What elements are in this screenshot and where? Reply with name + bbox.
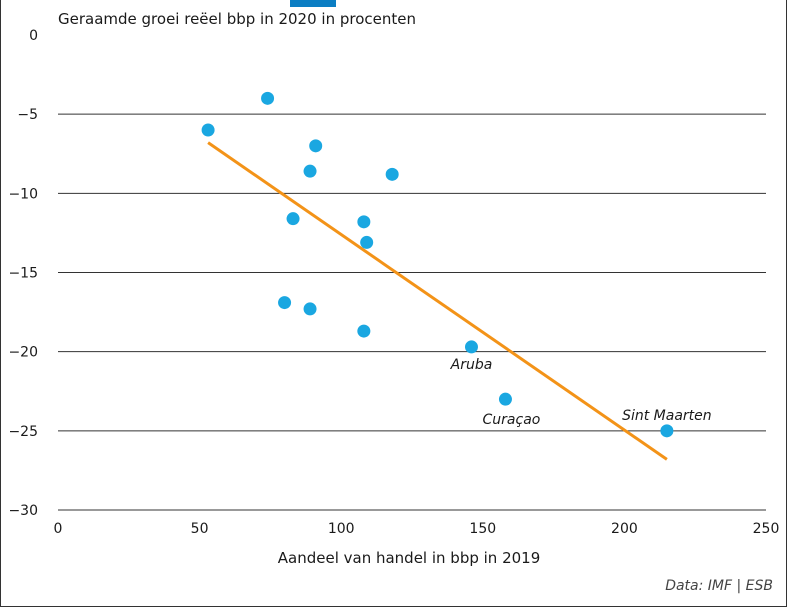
point-label: Curaçao [483,412,541,428]
data-point [660,424,674,438]
point-label: Sint Maarten [622,408,712,424]
x-tick-label: 50 [191,521,209,537]
y-tick-label: 0 [29,28,38,44]
data-point [261,91,275,105]
gridlines [58,113,766,511]
data-point [309,139,323,153]
data-point [385,167,399,181]
x-tick-labels: 0 50 100 150 200 250 [54,521,780,537]
x-tick-label: 250 [753,521,780,537]
data-point [201,123,215,137]
source-note: Data: IMF | ESB [665,578,773,594]
data-point [303,302,317,316]
y-tick-label: −25 [8,424,38,440]
data-point [286,212,300,226]
x-axis-label: Aandeel van handel in bbp in 2019 [278,549,541,567]
data-point [357,324,371,338]
x-tick-label: 200 [611,521,638,537]
data-point [303,164,317,178]
y-axis-label: Geraamde groei reëel bbp in 2020 in proc… [58,10,416,28]
data-point [498,392,512,406]
data-point [278,296,292,310]
title-accent-bar [290,0,336,7]
x-tick-label: 0 [54,521,63,537]
y-tick-label: −30 [8,503,38,519]
x-tick-label: 100 [328,521,355,537]
y-tick-label: −10 [8,186,38,202]
data-point [464,340,478,354]
point-annotations: Aruba Curaçao Sint Maarten [450,357,712,428]
y-tick-labels: 0 −5 −10 −15 −20 −25 −30 [8,28,38,519]
x-tick-label: 150 [469,521,496,537]
data-points [201,91,674,438]
trendline [207,141,668,461]
y-tick-label: −5 [17,107,38,123]
trendline-group [207,141,668,461]
y-tick-label: −15 [8,266,38,282]
point-label: Aruba [450,357,493,373]
y-tick-label: −20 [8,345,38,361]
data-point [360,235,374,249]
data-point [357,215,371,229]
